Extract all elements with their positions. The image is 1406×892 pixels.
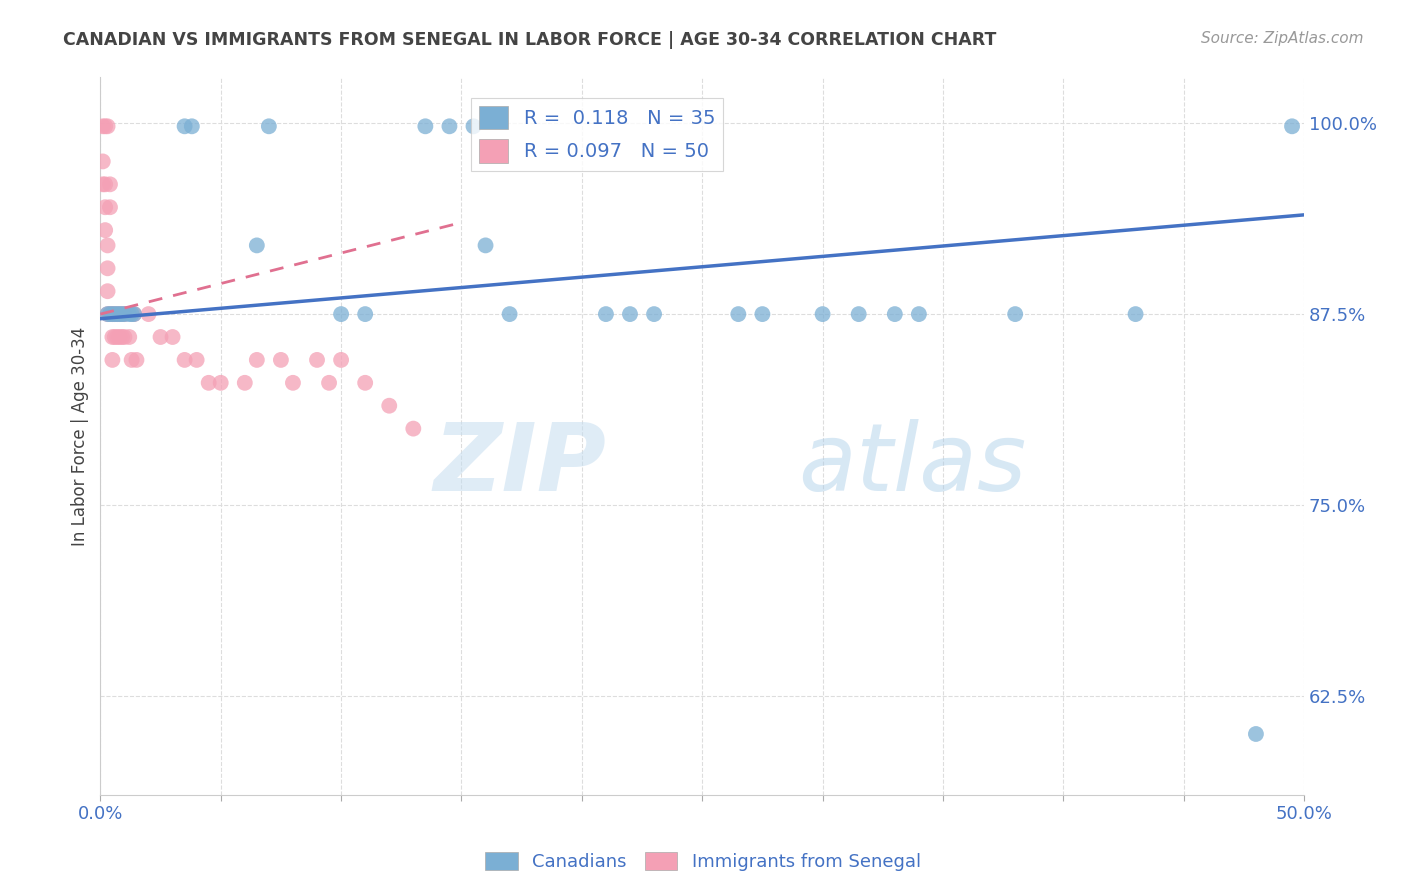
- Point: [91, 120, 114, 134]
- Point: [101, 307, 124, 321]
- Point: [125, 352, 148, 367]
- Point: [1244, 727, 1267, 741]
- Point: [91, 154, 114, 169]
- Point: [883, 307, 905, 321]
- Point: [111, 330, 134, 344]
- Point: [94, 223, 117, 237]
- Point: [138, 307, 160, 321]
- Point: [97, 238, 120, 252]
- Point: [162, 330, 184, 344]
- Point: [463, 120, 485, 134]
- Point: [173, 352, 195, 367]
- Point: [112, 307, 135, 321]
- Point: [595, 307, 617, 321]
- Point: [619, 307, 641, 321]
- Point: [122, 307, 145, 321]
- Point: [751, 307, 773, 321]
- Point: [402, 422, 425, 436]
- Point: [108, 330, 131, 344]
- Point: [197, 376, 219, 390]
- Point: [378, 399, 401, 413]
- Point: [1281, 120, 1303, 134]
- Point: [118, 330, 141, 344]
- Point: [439, 120, 461, 134]
- Text: Source: ZipAtlas.com: Source: ZipAtlas.com: [1201, 31, 1364, 46]
- Point: [233, 376, 256, 390]
- Point: [112, 307, 135, 321]
- Point: [330, 352, 353, 367]
- Point: [94, 120, 117, 134]
- Point: [101, 307, 124, 321]
- Point: [173, 120, 195, 134]
- Point: [94, 178, 117, 192]
- Point: [209, 376, 232, 390]
- Point: [122, 307, 145, 321]
- Point: [97, 120, 120, 134]
- Point: [848, 307, 870, 321]
- Point: [474, 238, 496, 252]
- Point: [105, 330, 128, 344]
- Point: [186, 352, 208, 367]
- Point: [246, 238, 269, 252]
- Point: [643, 307, 665, 321]
- Point: [111, 307, 134, 321]
- Point: [101, 352, 124, 367]
- Text: atlas: atlas: [799, 419, 1026, 510]
- Point: [97, 307, 120, 321]
- Point: [415, 120, 437, 134]
- Point: [94, 200, 117, 214]
- Point: [281, 376, 304, 390]
- Point: [112, 330, 135, 344]
- Point: [498, 307, 520, 321]
- Point: [121, 307, 143, 321]
- Point: [98, 200, 121, 214]
- Point: [257, 120, 280, 134]
- Point: [104, 330, 127, 344]
- Point: [1004, 307, 1026, 321]
- Point: [727, 307, 749, 321]
- Point: [101, 330, 124, 344]
- Point: [246, 352, 269, 367]
- Point: [354, 376, 377, 390]
- Point: [111, 307, 134, 321]
- Point: [149, 330, 172, 344]
- Point: [101, 307, 124, 321]
- Point: [98, 178, 121, 192]
- Point: [318, 376, 340, 390]
- Text: ZIP: ZIP: [433, 419, 606, 511]
- Point: [97, 307, 120, 321]
- Point: [270, 352, 292, 367]
- Point: [1125, 307, 1147, 321]
- Point: [104, 307, 127, 321]
- Point: [105, 307, 128, 321]
- Y-axis label: In Labor Force | Age 30-34: In Labor Force | Age 30-34: [72, 326, 89, 546]
- Point: [305, 352, 328, 367]
- Point: [354, 307, 377, 321]
- Point: [908, 307, 931, 321]
- Legend: R =  0.118   N = 35, R = 0.097   N = 50: R = 0.118 N = 35, R = 0.097 N = 50: [471, 98, 723, 170]
- Point: [121, 352, 143, 367]
- Point: [97, 261, 120, 276]
- Point: [97, 284, 120, 298]
- Point: [91, 178, 114, 192]
- Point: [105, 307, 128, 321]
- Text: CANADIAN VS IMMIGRANTS FROM SENEGAL IN LABOR FORCE | AGE 30-34 CORRELATION CHART: CANADIAN VS IMMIGRANTS FROM SENEGAL IN L…: [63, 31, 997, 49]
- Legend: Canadians, Immigrants from Senegal: Canadians, Immigrants from Senegal: [478, 845, 928, 879]
- Point: [98, 307, 121, 321]
- Point: [118, 307, 141, 321]
- Point: [108, 307, 131, 321]
- Point: [330, 307, 353, 321]
- Point: [98, 307, 121, 321]
- Point: [104, 307, 127, 321]
- Point: [811, 307, 834, 321]
- Point: [108, 307, 131, 321]
- Point: [180, 120, 202, 134]
